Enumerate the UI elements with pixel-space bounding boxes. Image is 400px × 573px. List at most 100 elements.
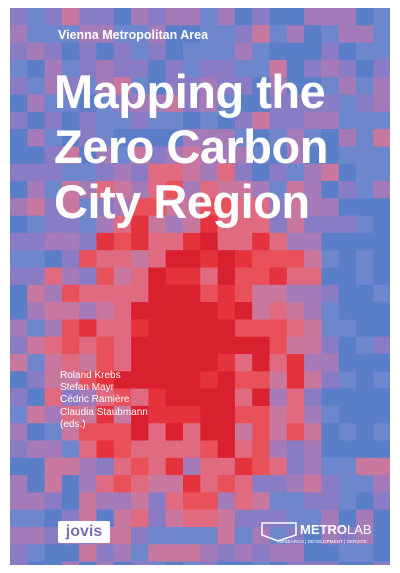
mosaic-tile [356, 268, 374, 286]
mosaic-tile [27, 319, 45, 337]
mosaic-tile [62, 233, 80, 251]
mosaic-tile [183, 441, 201, 459]
mosaic-tile [10, 60, 28, 78]
mosaic-tile [97, 250, 115, 268]
mosaic-tile [200, 268, 218, 286]
mosaic-tile [321, 544, 339, 562]
mosaic-tile [79, 475, 97, 493]
mosaic-tile [304, 544, 322, 562]
mosaic-tile [270, 8, 288, 26]
mosaic-tile [200, 233, 218, 251]
mosaic-tile [287, 441, 305, 459]
mosaic-tile [356, 250, 374, 268]
mosaic-tile [10, 458, 28, 476]
mosaic-tile [200, 285, 218, 303]
mosaic-tile [10, 389, 28, 407]
mosaic-tile [200, 389, 218, 407]
mosaic-tile [321, 337, 339, 355]
mosaic-tile [373, 95, 390, 113]
mosaic-tile [10, 475, 28, 493]
mosaic-tile [79, 250, 97, 268]
mosaic-tile [131, 250, 149, 268]
mosaic-tile [304, 389, 322, 407]
mosaic-tile [373, 406, 390, 424]
mosaic-tile [62, 492, 80, 510]
mosaic-tile [235, 285, 253, 303]
mosaic-tile [339, 406, 357, 424]
mosaic-tile [252, 250, 270, 268]
mosaic-tile [270, 562, 288, 565]
mosaic-tile [79, 8, 97, 26]
mosaic-tile [218, 354, 236, 372]
mosaic-tile [270, 233, 288, 251]
mosaic-tile [183, 423, 201, 441]
mosaic-tile [148, 354, 166, 372]
mosaic-tile [373, 441, 390, 459]
mosaic-tile [356, 181, 374, 199]
mosaic-tile [339, 475, 357, 493]
mosaic-tile [27, 25, 45, 43]
mosaic-tile [114, 43, 132, 61]
mosaic-tile [287, 354, 305, 372]
mosaic-tile [356, 544, 374, 562]
mosaic-tile [218, 544, 236, 562]
mosaic-tile [10, 319, 28, 337]
mosaic-tile [218, 319, 236, 337]
mosaic-tile [114, 285, 132, 303]
mosaic-tile [27, 164, 45, 182]
mosaic-tile [252, 337, 270, 355]
mosaic-tile [114, 475, 132, 493]
mosaic-tile [321, 406, 339, 424]
mosaic-tile [166, 8, 184, 26]
mosaic-tile [356, 129, 374, 147]
mosaic-tile [27, 129, 45, 147]
mosaic-tile [166, 389, 184, 407]
mosaic-tile [183, 475, 201, 493]
mosaic-tile [218, 250, 236, 268]
mosaic-tile [356, 164, 374, 182]
mosaic-tile [114, 268, 132, 286]
mosaic-tile [339, 544, 357, 562]
mosaic-tile [200, 562, 218, 565]
mosaic-tile [339, 233, 357, 251]
mosaic-tile [131, 510, 149, 528]
mosaic-tile [27, 492, 45, 510]
mosaic-tile [252, 562, 270, 565]
mosaic-tile [10, 129, 28, 147]
mosaic-tile [304, 8, 322, 26]
mosaic-tile [200, 544, 218, 562]
mosaic-tile [235, 492, 253, 510]
mosaic-tile [27, 406, 45, 424]
mosaic-tile [356, 302, 374, 320]
mosaic-tile [10, 562, 28, 565]
mosaic-tile [339, 562, 357, 565]
editor: (eds.) [60, 419, 148, 431]
mosaic-tile [356, 492, 374, 510]
mosaic-tile [235, 8, 253, 26]
mosaic-tile [27, 458, 45, 476]
editors: Roland Krebs Stefan Mayr Cédric Ramière … [60, 370, 148, 431]
mosaic-tile [79, 441, 97, 459]
mosaic-tile [114, 337, 132, 355]
mosaic-tile [304, 285, 322, 303]
mosaic-tile [10, 285, 28, 303]
mosaic-tile [183, 354, 201, 372]
mosaic-tile [45, 43, 63, 61]
mosaic-tile [356, 60, 374, 78]
mosaic-tile [27, 389, 45, 407]
mosaic-tile [339, 129, 357, 147]
mosaic-tile [321, 492, 339, 510]
mosaic-tile [183, 250, 201, 268]
mosaic-tile [339, 95, 357, 113]
mosaic-tile [218, 268, 236, 286]
partner-name-light: LAB [347, 522, 372, 537]
mosaic-tile [62, 562, 80, 565]
mosaic-tile [183, 302, 201, 320]
mosaic-tile [166, 354, 184, 372]
mosaic-tile [45, 268, 63, 286]
mosaic-tile [200, 8, 218, 26]
mosaic-tile [114, 562, 132, 565]
mosaic-tile [252, 406, 270, 424]
mosaic-tile [62, 268, 80, 286]
mosaic-tile [62, 8, 80, 26]
